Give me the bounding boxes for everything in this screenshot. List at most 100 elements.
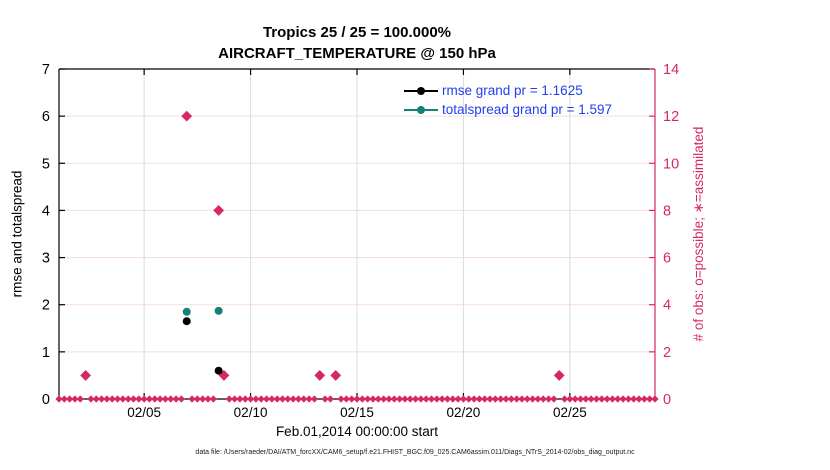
- right-tick-label: 0: [663, 392, 671, 408]
- obs-zero-marker: [364, 395, 372, 403]
- x-tick-label: 02/10: [234, 405, 268, 420]
- obs-zero-marker: [119, 395, 127, 403]
- obs-zero-marker: [438, 395, 446, 403]
- obs-zero-marker: [273, 395, 281, 403]
- obs-zero-marker: [289, 395, 297, 403]
- obs-zero-marker: [544, 395, 553, 403]
- obs-zero-marker: [172, 395, 180, 403]
- x-tick-label: 02/25: [553, 405, 587, 420]
- obs-zero-marker: [310, 395, 319, 403]
- left-tick-label: 3: [42, 251, 50, 267]
- totalspread-marker: [182, 307, 191, 316]
- obs-count-marker: [553, 370, 565, 381]
- obs-zero-marker: [513, 395, 521, 403]
- left-tick-label: 5: [42, 156, 50, 172]
- obs-zero-marker: [241, 395, 249, 403]
- obs-zero-marker: [560, 395, 569, 403]
- obs-zero-marker: [348, 395, 356, 403]
- obs-count-marker: [80, 370, 92, 381]
- obs-zero-marker: [417, 395, 425, 403]
- obs-zero-marker: [401, 395, 409, 403]
- left-axis-label: rmse and totalspread: [9, 170, 25, 298]
- obs-zero-marker: [395, 395, 404, 403]
- obs-zero-marker: [140, 395, 148, 403]
- obs-zero-marker: [321, 395, 329, 403]
- obs-zero-marker: [129, 395, 138, 403]
- obs-zero-marker: [507, 395, 515, 403]
- obs-zero-marker: [193, 395, 201, 403]
- obs-zero-marker: [390, 395, 398, 403]
- left-tick-label: 6: [42, 109, 50, 125]
- obs-zero-marker: [582, 395, 590, 403]
- chart-subtitle: AIRCRAFT_TEMPERATURE @ 150 hPa: [218, 45, 496, 62]
- obs-zero-marker: [342, 395, 350, 403]
- obs-zero-marker: [199, 395, 207, 403]
- obs-zero-marker: [161, 395, 170, 403]
- chart-title: Tropics 25 / 25 = 100.000%: [262, 24, 452, 41]
- obs-zero-marker: [380, 395, 388, 403]
- x-tick-label: 02/05: [127, 405, 161, 420]
- obs-zero-marker: [209, 395, 217, 403]
- obs-zero-marker: [427, 395, 436, 403]
- obs-zero-marker: [491, 395, 499, 403]
- obs-zero-marker: [534, 395, 542, 403]
- obs-zero-marker: [284, 395, 292, 403]
- obs-zero-marker: [108, 395, 116, 403]
- obs-zero-marker: [608, 395, 617, 403]
- right-tick-label: 2: [663, 345, 671, 361]
- obs-zero-marker: [411, 395, 420, 403]
- obs-zero-marker: [576, 395, 585, 403]
- obs-zero-marker: [592, 395, 601, 403]
- obs-zero-marker: [268, 395, 276, 403]
- obs-zero-marker: [529, 395, 537, 403]
- obs-zero-marker: [422, 395, 430, 403]
- obs-zero-marker: [167, 395, 175, 403]
- obs-zero-marker: [135, 395, 143, 403]
- obs-zero-marker: [66, 395, 74, 403]
- obs-zero-marker: [465, 395, 473, 403]
- obs-count-marker: [181, 110, 193, 122]
- data-file-footer: data file: /Users/raeder/DAI/ATM_forcXX/…: [195, 449, 635, 456]
- left-tick-label: 4: [42, 203, 50, 219]
- totalspread-legend-marker-icon: [404, 105, 438, 114]
- obs-zero-marker: [246, 395, 255, 403]
- obs-zero-marker: [225, 395, 233, 403]
- obs-count-marker: [314, 370, 326, 381]
- obs-zero-marker: [177, 395, 185, 403]
- obs-zero-marker: [87, 395, 95, 403]
- obs-zero-marker: [497, 395, 505, 403]
- obs-zero-marker: [55, 395, 63, 403]
- obs-zero-marker: [475, 395, 483, 403]
- obs-zero-marker: [300, 395, 308, 403]
- obs-zero-marker: [305, 395, 313, 403]
- obs-zero-marker: [76, 395, 84, 403]
- obs-zero-marker: [204, 395, 212, 403]
- obs-zero-marker: [443, 395, 452, 403]
- obs-zero-marker: [651, 395, 659, 403]
- x-axis-label: Feb.01,2014 00:00:00 start: [275, 424, 439, 439]
- obs-zero-marker: [385, 395, 393, 403]
- obs-zero-marker: [92, 395, 100, 403]
- right-tick-label: 8: [663, 203, 671, 219]
- obs-zero-marker: [459, 395, 468, 403]
- obs-zero-marker: [486, 395, 494, 403]
- obs-zero-marker: [646, 395, 654, 403]
- obs-zero-marker: [454, 395, 462, 403]
- obs-zero-marker: [624, 395, 632, 403]
- obs-zero-marker: [145, 395, 154, 403]
- obs-zero-marker: [326, 395, 334, 403]
- obs-zero-marker: [374, 395, 382, 403]
- right-axis-label: # of obs: o=possible; ∗=assimilated: [691, 126, 706, 342]
- obs-zero-marker: [156, 395, 164, 403]
- rmse-legend-label: rmse grand pr = 1.1625: [442, 83, 583, 98]
- left-tick-label: 0: [42, 392, 50, 408]
- obs-zero-marker: [635, 395, 643, 403]
- x-tick-label: 02/15: [340, 405, 374, 420]
- obs-zero-marker: [124, 395, 132, 403]
- chart-title-block: Tropics 25 / 25 = 100.000% AIRCRAFT_TEMP…: [59, 22, 655, 64]
- right-tick-label: 14: [663, 62, 679, 78]
- obs-zero-marker: [358, 395, 366, 403]
- left-tick-label: 7: [42, 62, 50, 78]
